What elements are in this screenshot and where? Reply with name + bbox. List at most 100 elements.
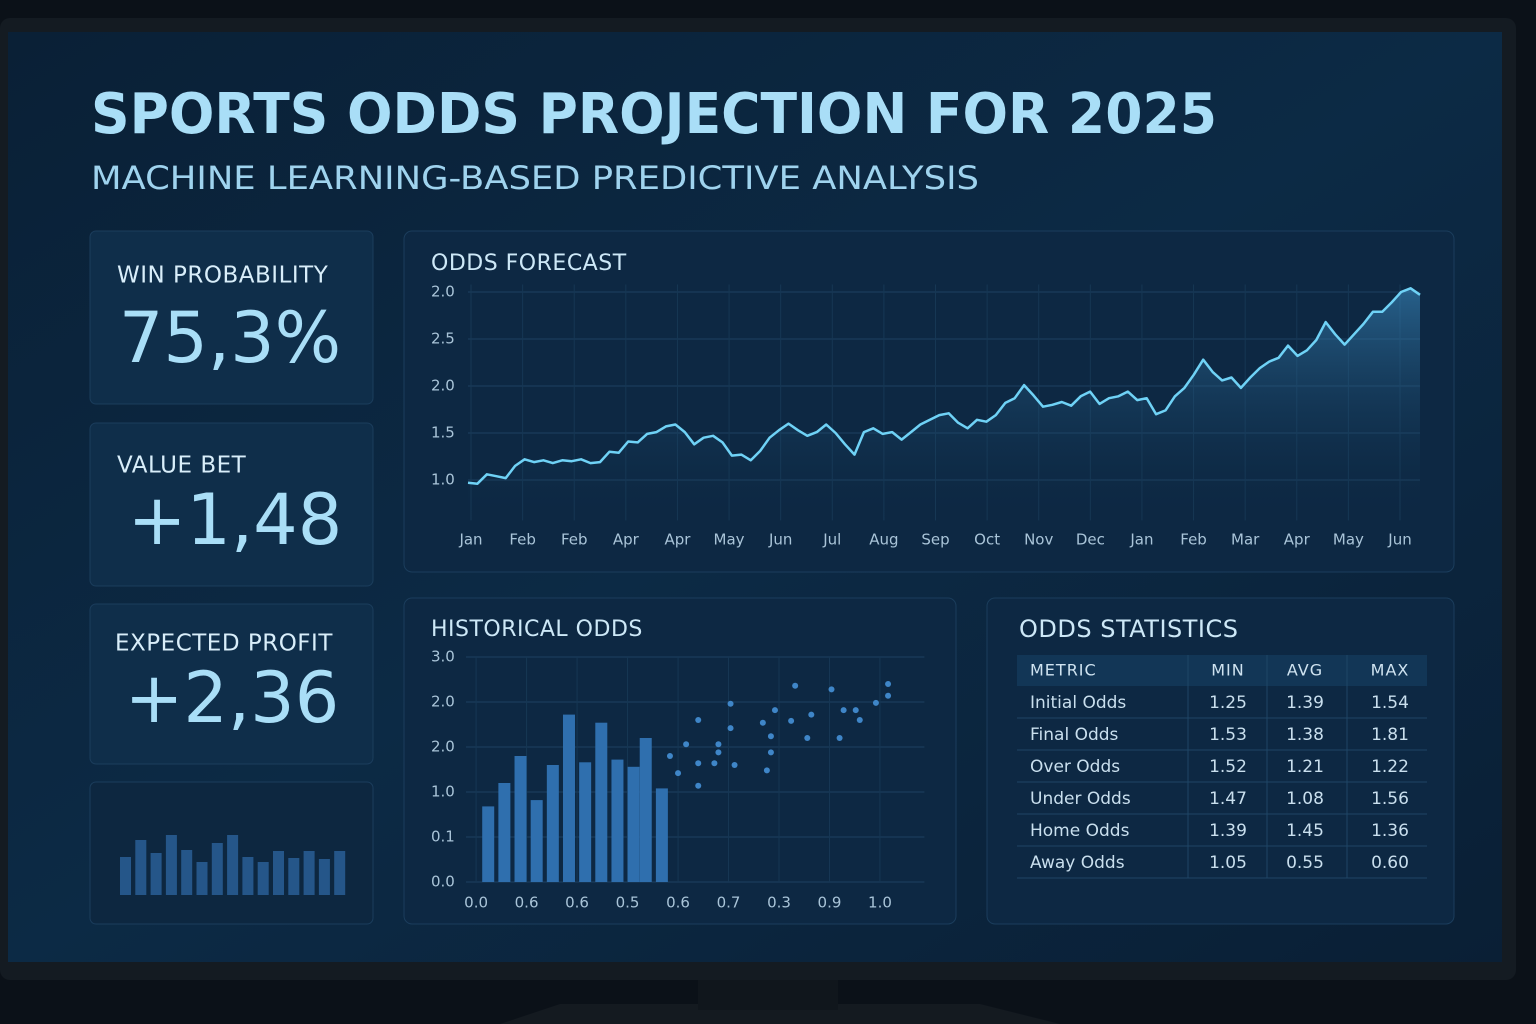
bar <box>242 857 254 895</box>
scatter-point <box>804 735 811 741</box>
scatter-point <box>840 707 847 714</box>
table-cell: 1.56 <box>1371 789 1409 809</box>
x-tick-label: Nov <box>1024 531 1053 549</box>
scatter-point <box>763 767 770 774</box>
scatter-point <box>675 770 682 777</box>
x-tick-label: 0.9 <box>818 894 842 912</box>
bar <box>482 806 495 882</box>
bar <box>135 840 147 895</box>
bar <box>181 850 193 895</box>
table-cell: 1.54 <box>1371 693 1409 713</box>
bar <box>211 843 223 895</box>
bar <box>562 714 575 882</box>
page-subtitle: MACHINE LEARNING-BASED PREDICTIVE ANALYS… <box>91 159 979 197</box>
bar <box>288 858 300 895</box>
table-header: MIN <box>1211 661 1245 680</box>
bar <box>273 851 284 895</box>
x-tick-label: May <box>1333 531 1364 549</box>
scatter-point <box>727 725 734 732</box>
table-header: MAX <box>1371 661 1410 680</box>
bar <box>165 835 177 895</box>
x-tick-label: 1.0 <box>868 894 892 912</box>
bar <box>579 762 592 882</box>
bar <box>120 857 131 895</box>
table-cell: 1.47 <box>1209 789 1247 809</box>
bar <box>595 722 608 882</box>
table-cell: Away Odds <box>1030 853 1125 873</box>
kpi-card <box>89 422 374 587</box>
scatter-point <box>666 753 673 759</box>
bar <box>227 835 239 895</box>
scatter-point <box>731 762 738 768</box>
table-cell: 1.36 <box>1371 821 1409 841</box>
x-tick-label: 0.6 <box>666 894 690 912</box>
x-tick-label: Feb <box>1180 531 1207 549</box>
scatter-point <box>808 711 815 718</box>
x-tick-label: Jun <box>1387 531 1411 549</box>
x-tick-label: May <box>714 531 745 549</box>
bar <box>334 851 346 895</box>
scatter-point <box>715 749 722 756</box>
x-tick-label: 0.5 <box>616 894 640 912</box>
table-cell: Under Odds <box>1030 789 1131 809</box>
scatter-point <box>885 692 892 699</box>
kpi-label: VALUE BET <box>117 453 247 479</box>
scatter-point <box>885 681 892 687</box>
table-cell: 1.52 <box>1209 757 1247 777</box>
x-tick-label: Feb <box>509 531 536 549</box>
bar <box>627 766 640 882</box>
kpi-card <box>89 230 374 405</box>
chart-title: ODDS FORECAST <box>431 251 627 276</box>
kpi-value: +1,48 <box>128 479 343 561</box>
bar <box>196 862 208 895</box>
scatter-point <box>683 741 690 748</box>
x-tick-label: 0.3 <box>767 894 791 912</box>
bar <box>498 783 511 882</box>
bar <box>655 788 668 882</box>
scatter-point <box>695 717 702 723</box>
x-tick-label: Apr <box>1284 531 1311 549</box>
bar <box>530 800 543 882</box>
y-tick-label: 3.0 <box>431 648 455 666</box>
scatter-point <box>767 733 774 740</box>
scatter-point <box>788 717 795 724</box>
line-area <box>468 288 1420 521</box>
kpi-label: EXPECTED PROFIT <box>115 631 333 657</box>
scatter-point <box>852 707 859 714</box>
table-cell: 0.60 <box>1371 853 1409 873</box>
y-tick-label: 2.5 <box>431 330 455 348</box>
kpi-value: 75,3% <box>119 297 341 379</box>
y-tick-label: 2.0 <box>431 738 455 756</box>
scatter-point <box>727 700 734 707</box>
kpi-value: +2,36 <box>125 657 340 739</box>
y-tick-label: 2.0 <box>431 377 455 395</box>
chart-title: HISTORICAL ODDS <box>431 617 643 642</box>
y-tick-label: 0.1 <box>431 828 455 846</box>
table-cell: 1.45 <box>1286 821 1324 841</box>
table-cell: 1.53 <box>1209 725 1247 745</box>
bar <box>303 851 315 895</box>
table-cell: Home Odds <box>1030 821 1130 841</box>
y-tick-label: 1.0 <box>431 470 455 488</box>
x-tick-label: Sep <box>921 531 949 549</box>
line <box>467 287 1421 485</box>
table-cell: Initial Odds <box>1030 693 1126 713</box>
x-tick-label: Oct <box>974 531 1000 549</box>
table-cell: 1.08 <box>1286 789 1324 809</box>
scatter-point <box>767 749 774 756</box>
scatter-point <box>695 760 702 767</box>
table-cell: 1.21 <box>1286 757 1324 777</box>
scatter-point <box>771 707 778 714</box>
y-tick-label: 2.0 <box>431 693 455 711</box>
x-tick-label: 0.0 <box>464 894 488 912</box>
table-header: METRIC <box>1030 661 1097 680</box>
bar <box>639 738 652 882</box>
table-cell: 0.55 <box>1286 853 1324 873</box>
table-cell: 1.25 <box>1209 693 1247 713</box>
x-tick-label: Mar <box>1231 531 1260 549</box>
bar <box>257 862 269 895</box>
bar <box>546 765 559 882</box>
kpi-card <box>89 603 374 765</box>
x-tick-label: Jan <box>458 531 482 549</box>
table-cell: 1.39 <box>1209 821 1247 841</box>
